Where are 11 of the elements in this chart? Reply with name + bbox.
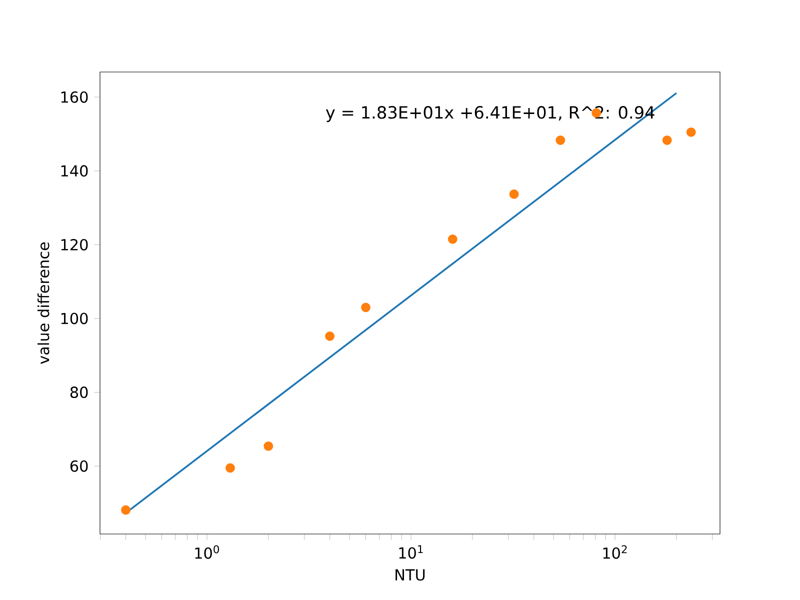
y-tick-label: 60	[70, 460, 88, 472]
y-tick-label: 140	[61, 165, 88, 177]
y-axis-title: value difference	[37, 242, 50, 364]
y-tick-label: 100	[61, 312, 88, 324]
x-tick-label: 10$^{0}$	[195, 545, 220, 559]
y-tick-label: 80	[70, 386, 88, 398]
x-tick-label: 10$^{2}$	[603, 545, 627, 559]
x-tick-label: 10$^{1}$	[399, 545, 423, 559]
y-tick-label: 120	[61, 238, 88, 250]
x-axis-title: NTU	[396, 569, 425, 581]
y-tick-label: 160	[61, 91, 88, 103]
